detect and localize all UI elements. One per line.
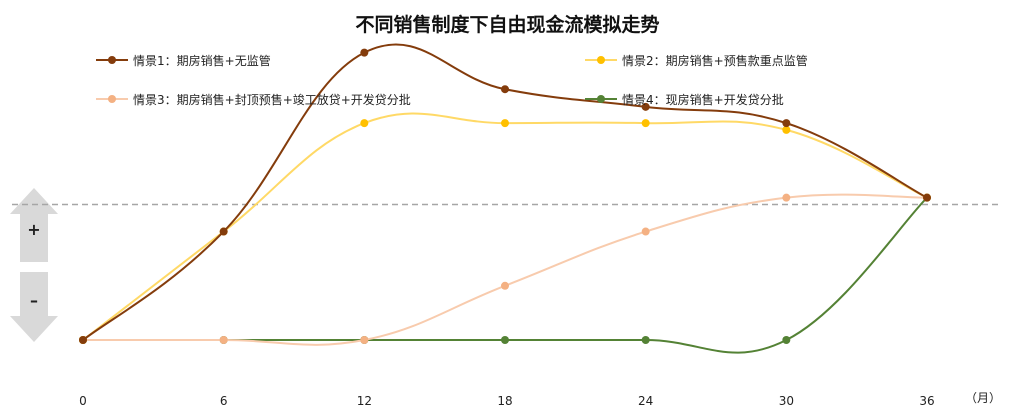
x-tick-label-5: 30 [779,394,794,408]
series-1-point-4 [641,102,650,111]
series-1-point-5 [782,119,791,128]
series-1-point-3 [501,85,509,94]
series-4-point-5 [782,336,791,344]
x-tick-label-1: 6 [220,394,228,408]
x-tick-label-4: 24 [638,394,653,408]
x-tick-label-6: 36 [919,394,934,408]
series-3-point-3 [501,281,509,290]
legend-label: 情景4：现房销售+开发贷分批 [622,92,784,107]
legend-label: 情景3：期房销售+封顶预售+竣工放贷+开发贷分批 [133,92,411,107]
legend-item-2: 情景2：期房销售+预售款重点监管 [584,52,808,68]
series-4-point-4 [641,336,650,344]
x-axis-ticks: 0 6 12 18 24 30 36 [79,394,934,408]
series-4-point-3 [501,336,509,344]
series-3-point-5 [782,193,791,202]
positive-arrow-icon [10,188,58,262]
series-2-point-3 [501,119,509,128]
series-2-line [82,112,928,341]
series-1-point-6 [923,193,931,202]
series-layer [79,43,931,354]
series-3-point-4 [641,227,650,236]
series-2-point-2 [360,119,369,128]
positive-sign: + [27,220,40,239]
negative-sign: – [30,291,38,310]
x-tick-label-3: 18 [497,394,512,408]
legend-item-4: 情景4：现房销售+开发贷分批 [584,91,784,107]
series-4 [79,193,931,354]
series-3-point-2 [360,336,369,344]
x-tick-label-2: 12 [357,394,372,408]
series-2 [79,112,931,344]
series-3-line [83,193,928,346]
series-1 [79,43,931,344]
series-4-line [83,196,928,354]
legend-item-3: 情景3：期房销售+封顶预售+竣工放贷+开发贷分批 [95,91,411,107]
x-axis-unit: （月） [965,391,1001,405]
series-2-point-5 [782,125,791,134]
legend-label: 情景2：期房销售+预售款重点监管 [622,53,808,68]
legend-item-1: 情景1：期房销售+无监管 [95,52,271,68]
negative-arrow-icon [10,272,58,342]
series-3-point-1 [219,336,228,344]
series-1-point-2 [360,48,369,57]
legend-swatch-icon [585,95,617,103]
series-2-point-4 [641,119,650,128]
series-1-point-1 [219,227,228,236]
legend-swatch-icon [96,56,128,64]
series-1-point-0 [79,336,87,344]
legend-swatch-icon [96,95,128,103]
legend-label: 情景1：期房销售+无监管 [133,53,271,68]
chart-title: 不同销售制度下自由现金流模拟走势 [355,14,660,36]
x-tick-label-0: 0 [79,394,87,408]
series-3 [79,193,931,346]
legend-swatch-icon [585,56,617,64]
